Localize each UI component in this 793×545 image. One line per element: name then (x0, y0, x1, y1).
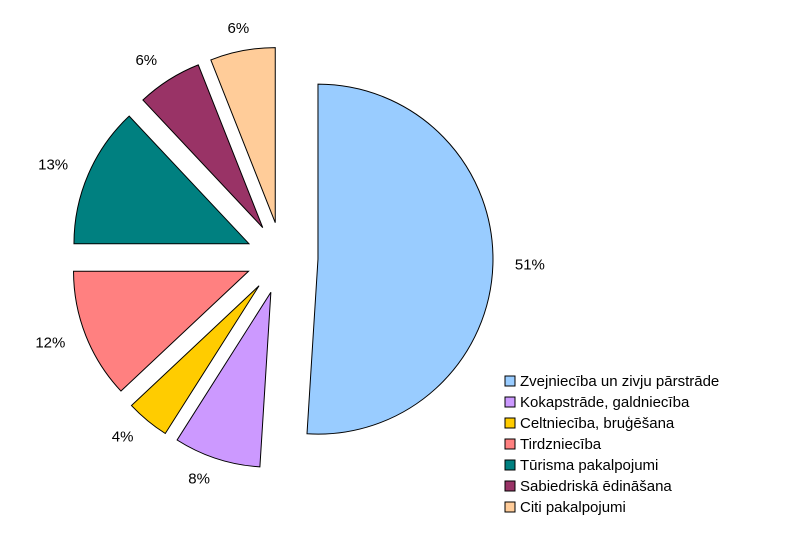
legend-label: Celtniecība, bruģēšana (520, 415, 675, 432)
data-label: 8% (188, 471, 210, 488)
legend-swatch (504, 501, 516, 513)
data-label: 6% (135, 52, 157, 69)
pie-slice (142, 64, 264, 228)
legend-swatch (504, 480, 516, 492)
legend-swatch (504, 438, 516, 450)
pie-slice (176, 291, 272, 468)
data-label: 51% (515, 256, 545, 273)
data-label: 12% (35, 335, 65, 352)
legend-swatch (504, 459, 516, 471)
legend-label: Kokapstrāde, galdniecība (520, 394, 690, 411)
pie-slice (130, 285, 260, 435)
data-label: 6% (227, 20, 249, 37)
legend-swatch (504, 396, 516, 408)
legend-swatch (504, 375, 516, 387)
pie-slice (210, 47, 276, 223)
legend-label: Citi pakalpojumi (520, 499, 626, 516)
data-label: 4% (112, 428, 134, 445)
legend-swatch (504, 417, 516, 429)
legend-label: Tūrisma pakalpojumi (520, 457, 658, 474)
legend-label: Tirdzniecība (520, 436, 602, 453)
pie-slice (73, 115, 251, 245)
pie-slice (306, 83, 494, 435)
legend-label: Zvejniecība un zivju pārstrāde (520, 373, 719, 390)
pie-slice (73, 270, 250, 392)
data-label: 13% (38, 156, 68, 173)
legend-label: Sabiedriskā ēdināšana (520, 478, 672, 495)
